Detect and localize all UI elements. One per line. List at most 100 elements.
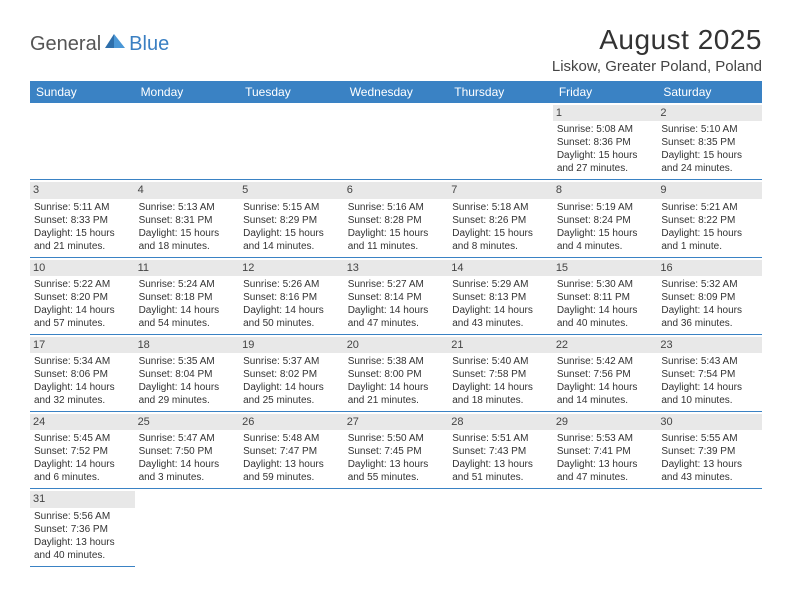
calendar-cell: 28Sunrise: 5:51 AMSunset: 7:43 PMDayligh… xyxy=(448,412,553,489)
sunset-text: Sunset: 8:35 PM xyxy=(661,136,758,149)
sunset-text: Sunset: 7:54 PM xyxy=(661,368,758,381)
daylight-text-2: and 40 minutes. xyxy=(34,549,131,562)
calendar-cell: 2Sunrise: 5:10 AMSunset: 8:35 PMDaylight… xyxy=(657,103,762,180)
calendar-cell: 20Sunrise: 5:38 AMSunset: 8:00 PMDayligh… xyxy=(344,334,449,411)
sunrise-text: Sunrise: 5:43 AM xyxy=(661,355,758,368)
calendar-cell xyxy=(239,489,344,566)
calendar-cell: 13Sunrise: 5:27 AMSunset: 8:14 PMDayligh… xyxy=(344,257,449,334)
sunrise-text: Sunrise: 5:10 AM xyxy=(661,123,758,136)
daylight-text-1: Daylight: 13 hours xyxy=(661,458,758,471)
day-number: 18 xyxy=(135,337,240,353)
day-number: 6 xyxy=(344,182,449,198)
daylight-text-1: Daylight: 14 hours xyxy=(139,458,236,471)
calendar-row: 17Sunrise: 5:34 AMSunset: 8:06 PMDayligh… xyxy=(30,334,762,411)
day-number: 19 xyxy=(239,337,344,353)
calendar-cell: 23Sunrise: 5:43 AMSunset: 7:54 PMDayligh… xyxy=(657,334,762,411)
daylight-text-2: and 50 minutes. xyxy=(243,317,340,330)
sunrise-text: Sunrise: 5:42 AM xyxy=(557,355,654,368)
calendar-cell xyxy=(135,103,240,180)
daylight-text-1: Daylight: 15 hours xyxy=(452,227,549,240)
sunrise-text: Sunrise: 5:30 AM xyxy=(557,278,654,291)
sunrise-text: Sunrise: 5:50 AM xyxy=(348,432,445,445)
calendar-row: 3Sunrise: 5:11 AMSunset: 8:33 PMDaylight… xyxy=(30,180,762,257)
daylight-text-2: and 3 minutes. xyxy=(139,471,236,484)
calendar-cell: 12Sunrise: 5:26 AMSunset: 8:16 PMDayligh… xyxy=(239,257,344,334)
day-number: 11 xyxy=(135,260,240,276)
sunrise-text: Sunrise: 5:56 AM xyxy=(34,510,131,523)
calendar-cell: 24Sunrise: 5:45 AMSunset: 7:52 PMDayligh… xyxy=(30,412,135,489)
daylight-text-1: Daylight: 14 hours xyxy=(557,381,654,394)
daylight-text-1: Daylight: 15 hours xyxy=(661,227,758,240)
sunset-text: Sunset: 7:50 PM xyxy=(139,445,236,458)
day-number: 21 xyxy=(448,337,553,353)
daylight-text-2: and 18 minutes. xyxy=(139,240,236,253)
calendar-cell xyxy=(553,489,658,566)
sunset-text: Sunset: 8:06 PM xyxy=(34,368,131,381)
sunrise-text: Sunrise: 5:47 AM xyxy=(139,432,236,445)
daylight-text-1: Daylight: 15 hours xyxy=(661,149,758,162)
daylight-text-1: Daylight: 13 hours xyxy=(348,458,445,471)
daylight-text-1: Daylight: 13 hours xyxy=(557,458,654,471)
daylight-text-2: and 40 minutes. xyxy=(557,317,654,330)
daylight-text-2: and 21 minutes. xyxy=(34,240,131,253)
calendar-cell: 14Sunrise: 5:29 AMSunset: 8:13 PMDayligh… xyxy=(448,257,553,334)
calendar-row: 31Sunrise: 5:56 AMSunset: 7:36 PMDayligh… xyxy=(30,489,762,566)
sunrise-text: Sunrise: 5:35 AM xyxy=(139,355,236,368)
col-tuesday: Tuesday xyxy=(239,81,344,103)
sunset-text: Sunset: 8:29 PM xyxy=(243,214,340,227)
sunset-text: Sunset: 8:14 PM xyxy=(348,291,445,304)
sunset-text: Sunset: 7:39 PM xyxy=(661,445,758,458)
calendar-cell xyxy=(135,489,240,566)
calendar-cell xyxy=(448,103,553,180)
daylight-text-2: and 14 minutes. xyxy=(243,240,340,253)
calendar-cell: 11Sunrise: 5:24 AMSunset: 8:18 PMDayligh… xyxy=(135,257,240,334)
title-block: August 2025 Liskow, Greater Poland, Pola… xyxy=(552,24,762,75)
daylight-text-2: and 1 minute. xyxy=(661,240,758,253)
sunset-text: Sunset: 8:18 PM xyxy=(139,291,236,304)
calendar-cell: 5Sunrise: 5:15 AMSunset: 8:29 PMDaylight… xyxy=(239,180,344,257)
calendar-cell xyxy=(344,489,449,566)
daylight-text-1: Daylight: 15 hours xyxy=(557,227,654,240)
day-number: 13 xyxy=(344,260,449,276)
logo-text-blue: Blue xyxy=(129,33,169,56)
sunset-text: Sunset: 8:36 PM xyxy=(557,136,654,149)
logo-text-general: General xyxy=(30,33,101,56)
daylight-text-2: and 36 minutes. xyxy=(661,317,758,330)
daylight-text-1: Daylight: 13 hours xyxy=(243,458,340,471)
day-number: 26 xyxy=(239,414,344,430)
col-sunday: Sunday xyxy=(30,81,135,103)
daylight-text-2: and 54 minutes. xyxy=(139,317,236,330)
calendar-cell: 10Sunrise: 5:22 AMSunset: 8:20 PMDayligh… xyxy=(30,257,135,334)
weekday-header-row: Sunday Monday Tuesday Wednesday Thursday… xyxy=(30,81,762,103)
day-number: 22 xyxy=(553,337,658,353)
daylight-text-1: Daylight: 14 hours xyxy=(348,304,445,317)
daylight-text-2: and 57 minutes. xyxy=(34,317,131,330)
calendar-cell: 25Sunrise: 5:47 AMSunset: 7:50 PMDayligh… xyxy=(135,412,240,489)
day-number: 28 xyxy=(448,414,553,430)
day-number: 27 xyxy=(344,414,449,430)
calendar-cell xyxy=(344,103,449,180)
sunrise-text: Sunrise: 5:40 AM xyxy=(452,355,549,368)
calendar-cell xyxy=(239,103,344,180)
sunset-text: Sunset: 8:02 PM xyxy=(243,368,340,381)
sunset-text: Sunset: 7:41 PM xyxy=(557,445,654,458)
calendar-cell: 6Sunrise: 5:16 AMSunset: 8:28 PMDaylight… xyxy=(344,180,449,257)
sunrise-text: Sunrise: 5:48 AM xyxy=(243,432,340,445)
calendar-cell: 7Sunrise: 5:18 AMSunset: 8:26 PMDaylight… xyxy=(448,180,553,257)
sunrise-text: Sunrise: 5:53 AM xyxy=(557,432,654,445)
calendar-cell xyxy=(30,103,135,180)
sunrise-text: Sunrise: 5:32 AM xyxy=(661,278,758,291)
calendar-page: General Blue August 2025 Liskow, Greater… xyxy=(0,0,792,577)
sunrise-text: Sunrise: 5:51 AM xyxy=(452,432,549,445)
sunset-text: Sunset: 8:04 PM xyxy=(139,368,236,381)
day-number: 7 xyxy=(448,182,553,198)
day-number: 17 xyxy=(30,337,135,353)
daylight-text-2: and 11 minutes. xyxy=(348,240,445,253)
daylight-text-1: Daylight: 14 hours xyxy=(34,458,131,471)
day-number: 12 xyxy=(239,260,344,276)
daylight-text-1: Daylight: 14 hours xyxy=(243,381,340,394)
day-number: 23 xyxy=(657,337,762,353)
calendar-cell: 16Sunrise: 5:32 AMSunset: 8:09 PMDayligh… xyxy=(657,257,762,334)
sunrise-text: Sunrise: 5:29 AM xyxy=(452,278,549,291)
header: General Blue August 2025 Liskow, Greater… xyxy=(30,24,762,75)
